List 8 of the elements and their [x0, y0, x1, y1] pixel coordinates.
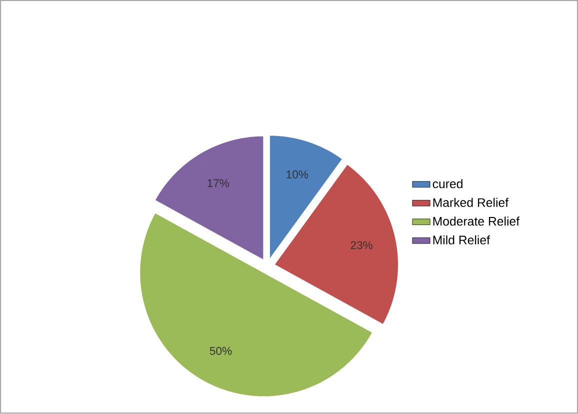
data-label: 50% [210, 347, 232, 356]
legend-label: Mild Relief [433, 236, 490, 245]
data-label: 10% [286, 170, 308, 179]
legend-label: Marked Relief [433, 198, 509, 208]
legend-label: Moderate Relief [433, 216, 520, 226]
data-label: 17% [208, 179, 230, 188]
legend-label: cured [432, 179, 462, 188]
data-label: 23% [350, 241, 372, 250]
